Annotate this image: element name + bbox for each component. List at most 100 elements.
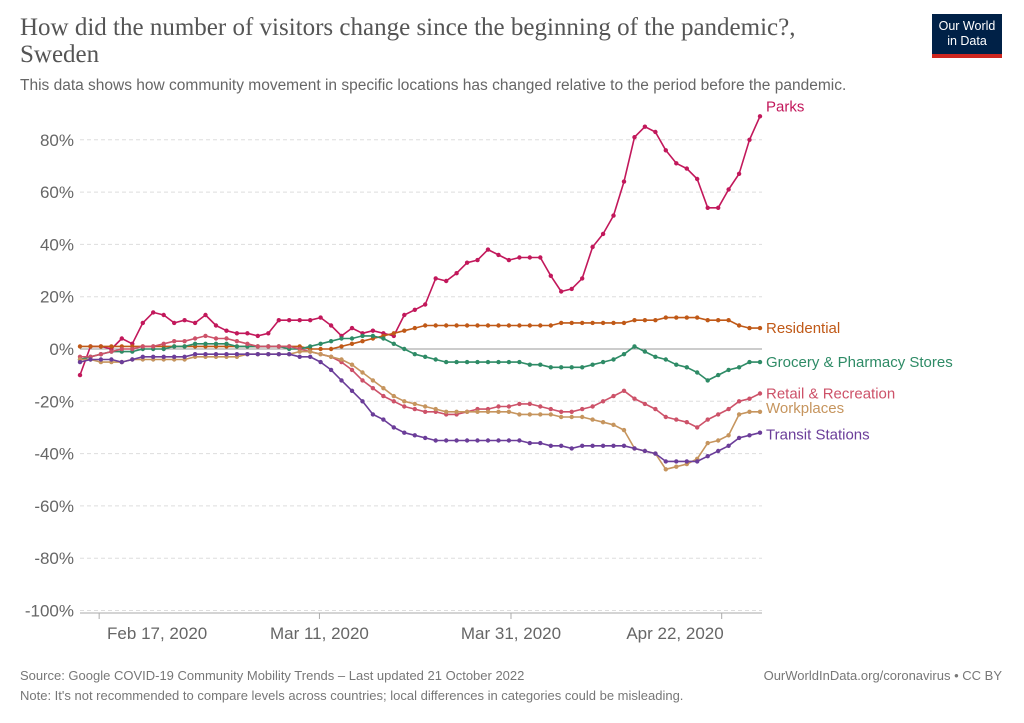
data-point — [663, 414, 668, 420]
data-point — [349, 388, 355, 393]
data-point — [517, 438, 522, 443]
data-point — [538, 412, 543, 417]
data-point — [538, 323, 543, 328]
data-point — [349, 325, 355, 331]
credit-link[interactable]: OurWorldInData.org/coronavirus • CC BY — [763, 668, 1002, 683]
data-point — [757, 430, 763, 435]
data-point — [653, 318, 658, 323]
data-point — [580, 320, 585, 326]
data-point — [590, 320, 595, 326]
data-point — [580, 276, 585, 281]
data-point — [695, 315, 700, 320]
data-point — [287, 344, 292, 349]
data-point — [747, 137, 752, 142]
data-point — [736, 435, 742, 441]
owid-logo[interactable]: Our World in Data — [932, 14, 1002, 58]
data-point — [454, 359, 459, 365]
x-tick-label: Mar 31, 2020 — [461, 624, 561, 643]
data-point — [444, 359, 449, 365]
data-point — [705, 318, 710, 323]
series-line — [80, 335, 761, 429]
data-point — [496, 252, 501, 258]
data-point — [276, 318, 281, 323]
data-point — [444, 438, 449, 443]
data-point — [433, 438, 438, 443]
data-point — [642, 401, 648, 407]
data-point — [569, 414, 574, 420]
data-point — [349, 367, 355, 373]
data-point — [757, 391, 763, 396]
data-point — [726, 367, 731, 373]
data-point — [308, 344, 313, 349]
data-point — [705, 205, 710, 210]
data-point — [747, 325, 752, 331]
data-point — [559, 409, 564, 414]
data-point — [600, 420, 606, 425]
x-axis: Feb 17, 2020 Mar 11, 2020 Mar 31, 2020 Apr … — [80, 612, 762, 643]
data-point — [569, 320, 574, 326]
data-point — [674, 161, 679, 166]
data-point — [559, 414, 564, 420]
data-point — [161, 312, 166, 318]
data-point — [653, 129, 658, 135]
data-point — [161, 341, 166, 346]
series-grocery-pharmacy-stores — [77, 333, 763, 383]
chart-subtitle: This data shows how community movement i… — [20, 77, 847, 94]
data-point — [611, 422, 616, 427]
data-point — [663, 315, 668, 320]
data-point — [726, 433, 731, 438]
data-point — [412, 406, 417, 412]
data-point — [140, 354, 145, 359]
data-point — [580, 406, 585, 412]
data-point — [423, 435, 428, 441]
data-point — [182, 339, 187, 344]
data-point — [98, 352, 104, 357]
chart-title: How did the number of visitors change si… — [20, 14, 796, 68]
data-point — [506, 257, 512, 263]
data-point — [308, 354, 313, 359]
data-point — [234, 352, 240, 357]
data-point — [360, 339, 365, 344]
data-point — [172, 320, 177, 326]
data-point — [423, 409, 428, 414]
data-point — [119, 346, 125, 352]
data-point — [496, 438, 501, 443]
data-point — [402, 346, 407, 352]
data-point — [485, 359, 491, 365]
data-point — [747, 409, 752, 414]
y-tick-label: -20% — [34, 392, 74, 411]
x-tick-label: Mar 11, 2020 — [270, 624, 369, 643]
data-point — [611, 320, 616, 326]
data-point — [757, 359, 763, 365]
y-tick-label: -80% — [34, 549, 74, 568]
data-point — [569, 446, 574, 451]
data-point — [496, 404, 501, 409]
data-point — [328, 354, 334, 359]
data-point — [360, 370, 365, 375]
data-point — [402, 430, 407, 435]
data-point — [559, 365, 564, 370]
data-point — [119, 336, 125, 341]
data-point — [705, 417, 710, 422]
data-point — [423, 404, 428, 409]
data-point — [590, 417, 595, 422]
x-tick-label: Feb 17, 2020 — [107, 624, 207, 643]
data-point — [318, 315, 323, 320]
data-point — [140, 320, 145, 326]
data-point — [391, 399, 396, 404]
data-point — [213, 323, 219, 328]
data-point — [684, 315, 689, 320]
y-tick-label: 60% — [40, 183, 74, 202]
data-point — [538, 440, 543, 446]
data-point — [475, 323, 480, 328]
data-point — [506, 404, 512, 409]
data-point — [590, 443, 595, 448]
data-point — [140, 344, 145, 349]
data-point — [276, 352, 281, 357]
data-point — [203, 312, 208, 318]
data-point — [224, 328, 229, 333]
data-point — [600, 320, 606, 326]
data-point — [695, 370, 700, 375]
data-point — [255, 344, 260, 349]
data-point — [328, 339, 334, 344]
